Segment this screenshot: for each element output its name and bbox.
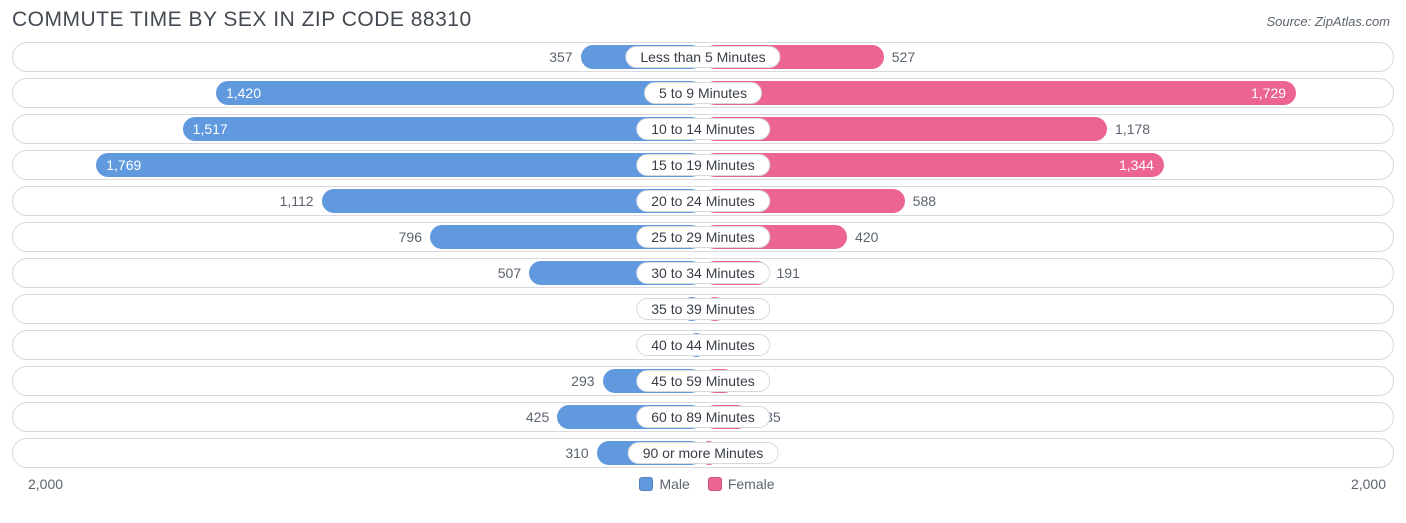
category-pill: 45 to 59 Minutes <box>636 370 770 392</box>
chart-row: 1,420 1,729 5 to 9 Minutes <box>12 78 1394 108</box>
axis-max-right: 2,000 <box>1351 476 1386 492</box>
chart-row: 3103590 or more Minutes <box>12 438 1394 468</box>
legend: Male Female <box>63 476 1351 492</box>
value-label-male: 1,517 <box>193 117 228 141</box>
axis-max-left: 2,000 <box>28 476 63 492</box>
legend-item-female: Female <box>708 476 775 492</box>
category-pill: 25 to 29 Minutes <box>636 226 770 248</box>
category-pill: Less than 5 Minutes <box>625 46 780 68</box>
value-label-female: 527 <box>892 45 915 69</box>
category-pill: 20 to 24 Minutes <box>636 190 770 212</box>
chart-row: 796 420 25 to 29 Minutes <box>12 222 1394 252</box>
value-label-female: 420 <box>855 225 878 249</box>
chart-source: Source: ZipAtlas.com <box>1266 14 1390 29</box>
category-pill: 40 to 44 Minutes <box>636 334 770 356</box>
chart-area: 357 527 Less than 5 Minutes 1,420 1,729 5 to … <box>0 36 1406 468</box>
bar-female <box>703 153 1164 177</box>
value-label-female: 1,344 <box>1119 153 1154 177</box>
category-pill: 30 to 34 Minutes <box>636 262 770 284</box>
value-label-male: 310 <box>565 441 588 465</box>
chart-row: 687035 to 39 Minutes <box>12 294 1394 324</box>
chart-row: 1,112 588 20 to 24 Minutes <box>12 186 1394 216</box>
chart-title: COMMUTE TIME BY SEX IN ZIP CODE 88310 <box>12 8 472 32</box>
value-label-male: 1,112 <box>280 189 314 213</box>
value-label-female: 1,729 <box>1251 81 1286 105</box>
chart-row: 1,517 1,178 10 to 14 Minutes <box>12 114 1394 144</box>
value-label-male: 293 <box>571 369 594 393</box>
value-label-female: 191 <box>777 261 800 285</box>
legend-label-male: Male <box>659 476 689 492</box>
category-pill: 60 to 89 Minutes <box>636 406 770 428</box>
value-label-male: 357 <box>549 45 572 69</box>
bar-female <box>703 81 1296 105</box>
chart-row: 357 527 Less than 5 Minutes <box>12 42 1394 72</box>
chart-row: 38040 to 44 Minutes <box>12 330 1394 360</box>
value-label-female: 588 <box>913 189 936 213</box>
chart-row: 1,769 1,344 15 to 19 Minutes <box>12 150 1394 180</box>
swatch-male <box>639 477 653 491</box>
chart-row: 42513560 to 89 Minutes <box>12 402 1394 432</box>
bar-male <box>183 117 703 141</box>
value-label-male: 507 <box>498 261 521 285</box>
category-pill: 5 to 9 Minutes <box>644 82 762 104</box>
chart-row: 2939545 to 59 Minutes <box>12 366 1394 396</box>
value-label-male: 1,769 <box>106 153 141 177</box>
swatch-female <box>708 477 722 491</box>
value-label-female: 1,178 <box>1115 117 1150 141</box>
legend-item-male: Male <box>639 476 689 492</box>
value-label-male: 796 <box>399 225 422 249</box>
bar-male <box>216 81 703 105</box>
category-pill: 15 to 19 Minutes <box>636 154 770 176</box>
chart-row: 507 191 30 to 34 Minutes <box>12 258 1394 288</box>
chart-header: COMMUTE TIME BY SEX IN ZIP CODE 88310 So… <box>0 0 1406 36</box>
value-label-male: 1,420 <box>226 81 261 105</box>
value-label-male: 425 <box>526 405 549 429</box>
category-pill: 90 or more Minutes <box>628 442 779 464</box>
bar-male <box>96 153 703 177</box>
legend-label-female: Female <box>728 476 775 492</box>
category-pill: 10 to 14 Minutes <box>636 118 770 140</box>
chart-footer: 2,000 Male Female 2,000 <box>0 474 1406 492</box>
category-pill: 35 to 39 Minutes <box>636 298 770 320</box>
